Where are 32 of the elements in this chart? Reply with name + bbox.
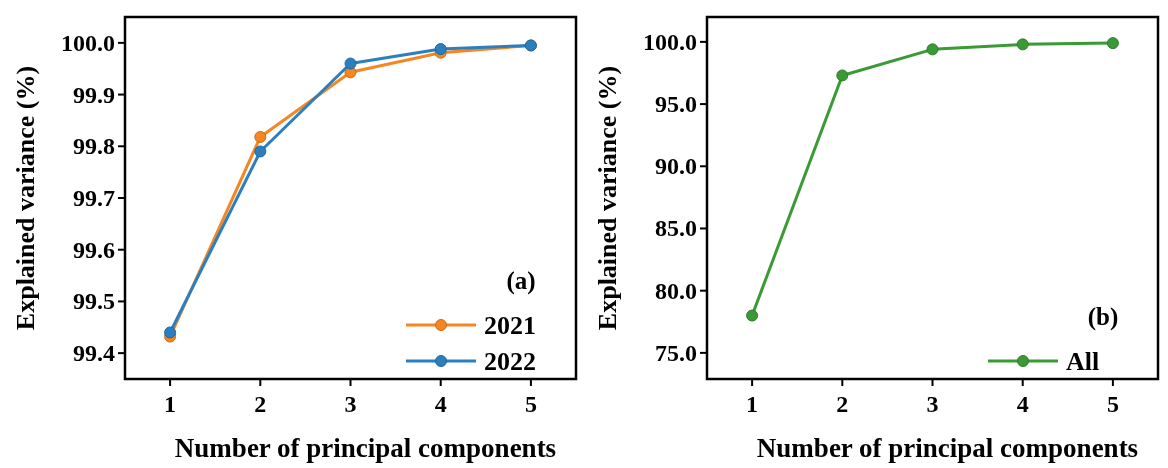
y-tick-label: 100.0 (61, 29, 115, 56)
x-tick-label: 4 (1016, 391, 1029, 417)
legend-label: 2022 (484, 347, 536, 376)
x-tick-label: 3 (926, 391, 939, 417)
y-tick-label: 80.0 (655, 277, 697, 304)
y-tick-label: 90.0 (655, 153, 697, 180)
y-axis-title: Explained variance (%) (593, 65, 622, 331)
x-tick-label: 5 (524, 391, 537, 417)
x-axis-title: Number of principal components (756, 433, 1139, 463)
x-tick-label: 2 (836, 391, 849, 417)
y-tick-label: 85.0 (655, 215, 697, 242)
x-axis-title: Number of principal components (174, 433, 557, 463)
y-tick-label: 100.0 (643, 28, 697, 55)
x-tick-label: 5 (1106, 391, 1119, 417)
y-tick-label: 99.8 (73, 133, 115, 160)
y-tick-label: 99.9 (73, 81, 115, 108)
y-tick-label: 99.5 (73, 288, 115, 315)
annotation: (b) (1087, 303, 1119, 331)
annotation: (a) (506, 267, 536, 295)
legend-label: 2021 (484, 311, 536, 340)
y-axis-title: Explained variance (%) (11, 65, 40, 331)
legend-label: All (1066, 347, 1100, 376)
y-tick-label: 75.0 (655, 339, 697, 366)
x-tick-label: 2 (254, 391, 267, 417)
x-tick-label: 3 (344, 391, 357, 417)
y-tick-label: 99.4 (73, 340, 115, 367)
x-tick-label: 4 (434, 391, 447, 417)
y-tick-label: 95.0 (655, 91, 697, 118)
x-tick-label: 1 (164, 391, 177, 417)
y-tick-label: 99.6 (73, 236, 115, 263)
y-tick-label: 99.7 (73, 185, 115, 211)
x-tick-label: 1 (746, 391, 759, 417)
